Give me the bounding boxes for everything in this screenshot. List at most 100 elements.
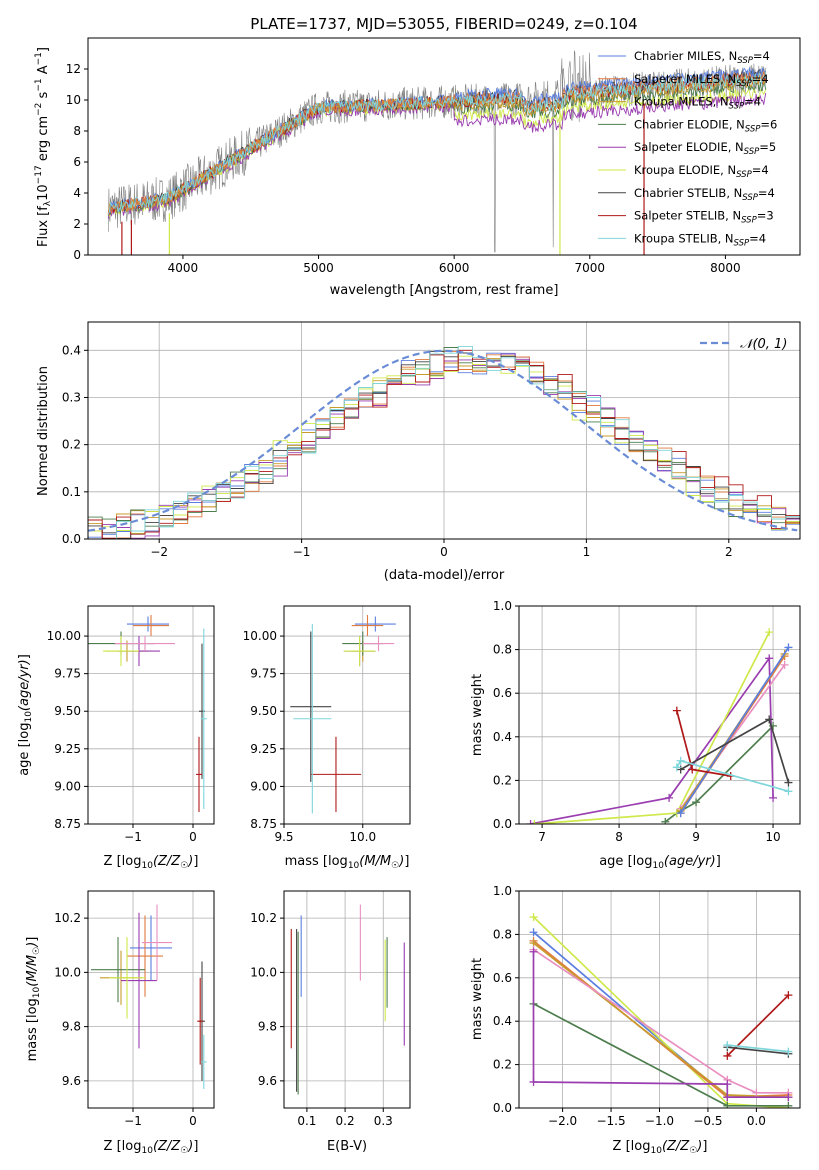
mass-weight-marker [723, 1101, 732, 1108]
residuals-panel: −2 −1 0 1 2 0.0 0.1 0.2 0.3 0.4 (data-model)/err… [36, 321, 801, 583]
mass-weight-line [727, 1046, 789, 1055]
x-tick-label: 0 [189, 830, 197, 844]
figure-title: PLATE=1737, MJD=53055, FIBERID=0249, z=0… [250, 15, 637, 33]
legend-label: 𝒩(0, 1) [740, 337, 787, 352]
age-vs-z-xlabel: Z [log10(Z/Z☉)] [104, 854, 199, 871]
residual-histogram [88, 345, 800, 539]
mass-weight-line [664, 725, 774, 823]
y-tick-label: 0.0 [493, 817, 512, 831]
x-tick-label: −2 [150, 545, 168, 559]
x-tick-label: 0.0 [747, 1114, 766, 1128]
mass-weight-marker [529, 913, 538, 922]
normal-distribution-curve [88, 349, 798, 532]
residuals-yticks: 0.0 0.1 0.2 0.3 0.4 [62, 343, 88, 546]
x-tick-label: −1 [124, 830, 142, 844]
x-tick-label: 9.5 [274, 830, 293, 844]
x-tick-label: 8000 [710, 261, 741, 275]
weight-vs-age-panel: 7 8 9 10 0.0 0.2 0.4 0.6 0.8 1.0 age [log10(age/… [470, 599, 801, 871]
mass-weight-line [532, 931, 789, 1099]
mass-weight-marker [723, 1080, 732, 1089]
spectrum-marks [107, 50, 767, 255]
y-tick-label: 8 [73, 124, 81, 138]
mass-weight-marker [784, 778, 793, 787]
mass-weight-marker [526, 820, 535, 824]
legend-label: Chabrier STELIB, NSSP=4 [634, 186, 775, 203]
weight-vs-z-ylabel: mass weight [470, 958, 485, 1040]
x-tick-label: 0 [440, 545, 448, 559]
x-tick-label: 7 [538, 830, 546, 844]
y-tick-label: 8.75 [54, 817, 81, 831]
mass-weight-marker [688, 765, 697, 774]
y-tick-label: 9.6 [62, 1074, 81, 1088]
mass-weight-marker [765, 715, 774, 724]
x-tick-label: −1.0 [645, 1114, 674, 1128]
mass-weight-marker [529, 1077, 538, 1086]
y-tick-label: 10 [66, 93, 81, 107]
mass-weight-marker [784, 1093, 793, 1102]
legend-label: Salpeter ELODIE, NSSP=5 [634, 140, 776, 157]
spectrum-frame [87, 37, 801, 256]
x-tick-label: 9 [692, 830, 700, 844]
mass-vs-ebv-xlabel: E(B-V) [327, 1139, 367, 1154]
legend-label: Kroupa ELODIE, NSSP=4 [634, 163, 769, 180]
mass-vs-z-plot-area [88, 891, 214, 1108]
y-tick-label: 10.2 [250, 911, 277, 925]
weight-vs-age-frame [518, 605, 801, 825]
age-vs-mass-xlabel: mass [log10(M/M☉)] [285, 854, 410, 871]
mass-vs-z-ylabel: mass [log10(M/M☉)] [25, 937, 42, 1062]
y-tick-label: 0 [73, 248, 81, 262]
x-tick-label: −1.5 [596, 1114, 625, 1128]
spectrum-panel: 4000 5000 6000 7000 8000 0 2 4 6 8 10 12 wavelengt… [34, 37, 801, 298]
spectrum-yticks: 0 2 4 6 8 10 12 [66, 62, 88, 262]
y-tick-label: 0.0 [62, 532, 81, 546]
weight-vs-z-plot-area [519, 890, 800, 1109]
age-vs-z-plot-area [88, 606, 214, 825]
spectrum-model-line [107, 92, 767, 219]
weight-vs-z-xticks: −2.0 −1.5 −1.0 −0.5 0.0 [548, 1108, 766, 1128]
y-tick-label: 9.00 [250, 779, 277, 793]
mass-weight-marker [672, 763, 681, 772]
mass-weight-marker [769, 793, 778, 802]
weight-vs-age-plot-area [519, 605, 800, 825]
y-tick-label: 9.25 [54, 742, 81, 756]
mass-weight-marker [529, 947, 538, 956]
x-tick-label: 10 [765, 830, 780, 844]
age-vs-z-yticks: 8.75 9.00 9.25 9.50 9.75 10.00 [47, 629, 88, 831]
y-tick-label: 0.4 [493, 730, 512, 744]
mass-weight-line [679, 646, 790, 814]
x-tick-label: 0.2 [336, 1114, 355, 1128]
mass-weight-line [534, 631, 770, 824]
mass-weight-marker [784, 1101, 793, 1108]
age-vs-mass-plot-area [283, 606, 410, 825]
legend-label: Salpeter MILES, NSSP=4 [634, 72, 769, 89]
y-tick-label: 9.00 [54, 779, 81, 793]
spectrum-legend: Chabrier MILES, NSSP=4 Salpeter MILES, NS… [598, 49, 777, 248]
mass-weight-marker [723, 1051, 732, 1060]
weight-vs-age-xlabel: age [log10(age/yr)] [599, 854, 721, 871]
legend-label: Kroupa MILES, NSSP=4 [634, 95, 761, 112]
mass-weight-marker [784, 787, 793, 796]
mass-weight-line [532, 942, 789, 1099]
spectrum-xticks: 4000 5000 6000 7000 8000 [168, 255, 741, 275]
wage-marks [526, 628, 793, 824]
mass-weight-marker [530, 820, 539, 824]
weight-vs-age-ylabel: mass weight [470, 674, 485, 756]
mass-weight-marker [665, 793, 674, 802]
spectrum-plot-area [107, 50, 767, 255]
mass-weight-marker [765, 628, 774, 637]
y-tick-label: 1.0 [493, 599, 512, 613]
mass-weight-marker [784, 1047, 793, 1056]
y-tick-label: 9.50 [250, 704, 277, 718]
x-tick-label: 5000 [303, 261, 334, 275]
age-vs-mass-panel: 9.5 10.0 8.75 9.00 9.25 9.50 9.75 10.00 mass [… [243, 605, 411, 871]
spectrum-model-line [107, 75, 767, 216]
mass-vs-ebv-panel: 0.1 0.2 0.3 9.6 9.8 10.0 10.2 E(B-V) [250, 890, 411, 1154]
x-tick-label: 1 [583, 545, 591, 559]
mass-vs-ebv-frame [283, 890, 411, 1109]
x-tick-label: −1 [124, 1114, 142, 1128]
x-tick-label: 0.3 [374, 1114, 393, 1128]
mass-weight-marker [765, 654, 774, 663]
y-tick-label: 8.75 [250, 817, 277, 831]
weight-vs-z-panel: −2.0 −1.5 −1.0 −0.5 0.0 0.0 0.2 0.4 0.6 0.8 1.0 Z… [470, 884, 801, 1156]
age-vs-z-frame [87, 605, 215, 825]
